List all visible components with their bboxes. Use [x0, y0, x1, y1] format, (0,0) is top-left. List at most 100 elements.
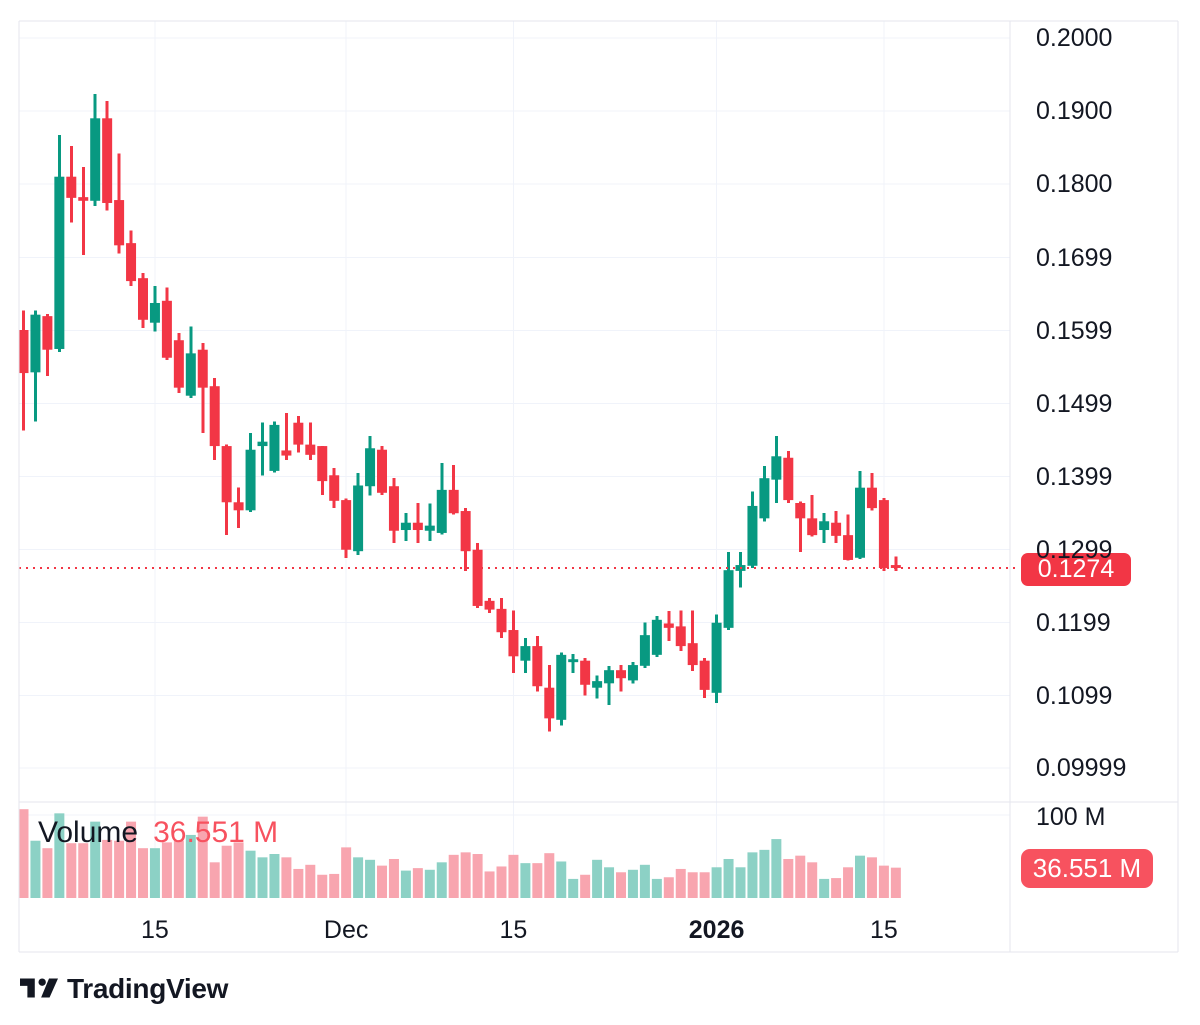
candle-body — [639, 635, 650, 666]
volume-bar — [305, 864, 316, 898]
candle-body — [233, 502, 244, 511]
candle-body — [580, 660, 591, 685]
volume-bar — [556, 861, 567, 898]
volume-bar — [496, 866, 507, 898]
volume-bar — [544, 853, 555, 898]
volume-bar — [783, 858, 794, 898]
volume-bar — [843, 867, 854, 898]
volume-legend: Volume 36.551 M — [38, 816, 278, 850]
candle-body — [54, 176, 65, 349]
volume-bar — [448, 854, 459, 898]
price-tick-label: 0.1099 — [1036, 681, 1113, 710]
candle-body — [400, 522, 411, 531]
candle-body — [30, 314, 41, 373]
volume-bar — [771, 839, 782, 898]
candle-body — [293, 422, 304, 445]
price-tick-label: 0.09999 — [1036, 754, 1127, 783]
candle-body — [687, 643, 698, 666]
volume-bar — [114, 840, 125, 898]
candle-body — [269, 424, 280, 471]
candle-body — [197, 349, 208, 388]
volume-bar — [353, 857, 364, 898]
candle-body — [317, 446, 328, 482]
volume-bar — [78, 843, 89, 898]
candle-body — [90, 118, 101, 201]
volume-bar — [675, 868, 686, 898]
candle-body — [412, 522, 423, 531]
volume-bar — [365, 859, 376, 898]
candle-body — [126, 243, 137, 282]
price-tick-label: 0.2000 — [1036, 24, 1113, 52]
volume-bar — [747, 852, 758, 898]
candle-body — [496, 608, 507, 633]
volume-bar — [436, 862, 447, 898]
volume-bar — [819, 878, 830, 898]
candle-body — [305, 444, 316, 455]
candle-body — [819, 521, 830, 531]
volume-bar — [424, 869, 435, 898]
volume-bar — [221, 845, 232, 898]
candle-body — [783, 457, 794, 501]
candle-body — [377, 449, 387, 493]
volume-bar — [855, 855, 865, 898]
volume-bar — [245, 850, 256, 898]
volume-bar — [639, 864, 650, 898]
candle-body — [138, 278, 148, 320]
candle-body — [388, 486, 399, 531]
candle-body — [556, 654, 567, 720]
candle-body — [663, 623, 674, 628]
volume-bar — [149, 848, 160, 898]
candle-body — [723, 570, 734, 628]
price-tick-label: 0.1199 — [1036, 608, 1111, 637]
candle-body — [890, 565, 901, 568]
price-tick-label: 0.1900 — [1036, 97, 1113, 125]
candle-body — [878, 500, 889, 568]
candle-body — [807, 518, 818, 536]
candle-body — [424, 525, 435, 531]
volume-bar — [54, 813, 65, 898]
volume-bar — [831, 878, 842, 898]
volume-bar — [257, 857, 268, 898]
candle-body — [42, 316, 53, 350]
candle-body — [759, 478, 770, 519]
volume-legend-title[interactable]: Volume — [38, 816, 139, 849]
candle-body — [711, 622, 722, 693]
candle-body — [114, 200, 125, 246]
candle-body — [627, 665, 638, 681]
volume-bar — [568, 878, 579, 898]
price-tick-label: 0.1699 — [1036, 243, 1113, 272]
time-tick-label: 15 — [499, 916, 528, 944]
candle-body — [329, 475, 340, 501]
volume-bar — [472, 854, 483, 898]
time-tick-label: 15 — [869, 916, 898, 944]
candle-body — [209, 386, 220, 447]
candle-body — [185, 353, 196, 396]
candle-body — [257, 441, 268, 447]
time-tick-label: 15 — [141, 916, 169, 944]
candle-body — [771, 456, 782, 480]
volume-bar — [388, 858, 399, 898]
tradingview-logo-text: TradingView — [67, 973, 229, 1004]
volume-bar — [90, 821, 101, 898]
candle-body — [568, 659, 579, 663]
candle-body — [508, 630, 519, 657]
volume-bar — [878, 865, 889, 898]
time-tick-label: 2026 — [688, 916, 745, 944]
candle-body — [795, 503, 806, 519]
tradingview-logo-icon — [20, 978, 58, 998]
candle-body — [66, 176, 77, 198]
candle-body — [18, 330, 29, 374]
volume-bar — [663, 877, 674, 898]
volume-scale-tick: 100 M — [1036, 803, 1106, 831]
volume-bar — [795, 855, 806, 898]
volume-bar — [520, 863, 531, 898]
volume-bar — [866, 857, 877, 898]
candle-body — [353, 485, 364, 552]
volume-bar — [723, 858, 734, 898]
volume-bar — [102, 839, 113, 898]
volume-bar — [699, 872, 710, 898]
tradingview-attribution[interactable]: TradingView — [20, 973, 228, 1005]
volume-bar — [460, 852, 471, 898]
candle-body — [149, 302, 160, 323]
